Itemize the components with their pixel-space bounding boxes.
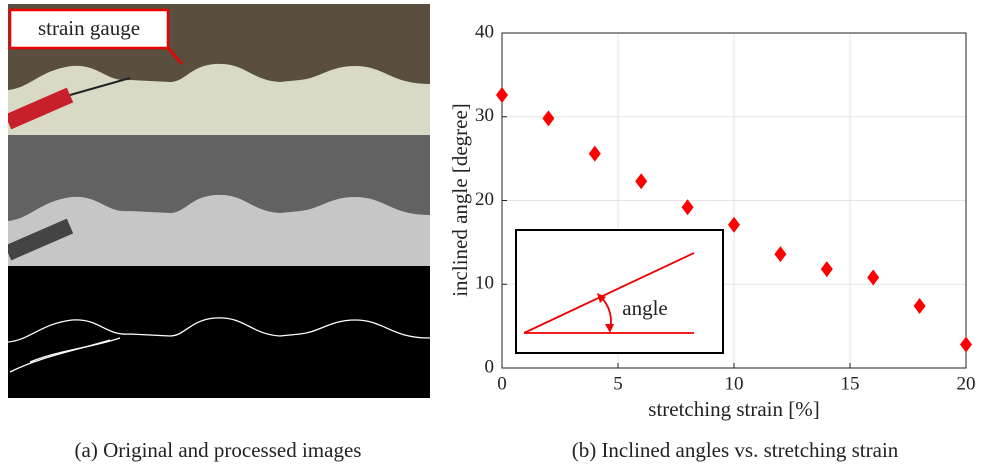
y-tick-label: 10 [475, 273, 494, 294]
inset-label: angle [622, 296, 667, 320]
x-tick-label: 0 [497, 373, 507, 394]
inset-lines [523, 252, 695, 334]
gray-probe [8, 218, 74, 261]
x-tick-label: 20 [957, 373, 976, 394]
axes-box [501, 32, 967, 369]
data-point [681, 199, 694, 216]
y-tick-label: 30 [475, 105, 494, 126]
x-tick-label: 15 [841, 373, 860, 394]
data-point [588, 145, 601, 162]
probe [8, 87, 74, 130]
edge-lines [8, 317, 430, 373]
caption-a: (a) Original and processed images [75, 438, 362, 462]
inset-arrowheads [597, 293, 614, 333]
y-axis-label: inclined angle [degree] [448, 103, 472, 297]
x-tick-label: 10 [725, 373, 744, 394]
image-label: strain gauge [38, 16, 140, 40]
x-tick-label: 5 [613, 373, 623, 394]
data-point [960, 336, 972, 353]
data-point [913, 298, 926, 315]
plot: 0 5 10 15 20 0 10 20 30 40 angle [475, 21, 976, 394]
label-box [8, 8, 170, 50]
data-point [774, 246, 787, 263]
caption-b: (b) Inclined angles vs. stretching strai… [572, 438, 899, 462]
x-axis-label: stretching strain [%] [648, 397, 819, 421]
image-panel [8, 4, 430, 398]
wire [69, 77, 131, 96]
data-point [542, 110, 555, 127]
data-point [867, 269, 880, 286]
data-point [820, 261, 833, 278]
edge-background [8, 266, 430, 398]
data-point [496, 86, 508, 103]
label-arrow [167, 47, 183, 65]
y-tick-label: 0 [485, 356, 495, 377]
y-tick-label: 40 [475, 21, 494, 42]
data-point [635, 173, 648, 190]
data-point [728, 216, 740, 233]
y-tick-label: 20 [475, 189, 494, 210]
inset-box [515, 229, 724, 354]
